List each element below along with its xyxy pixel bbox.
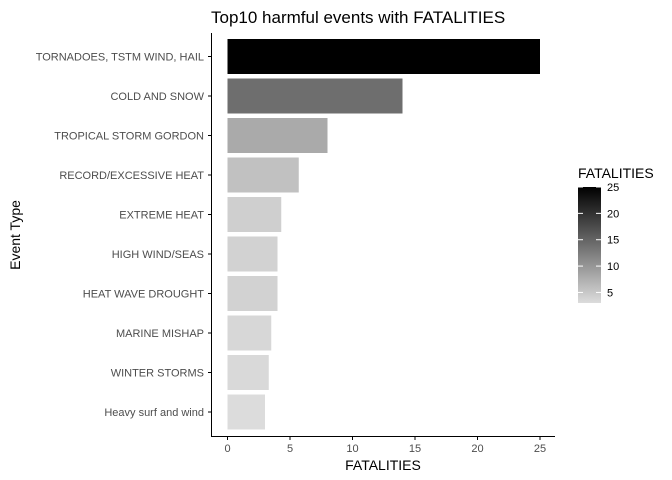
y-tick-label: TROPICAL STORM GORDON: [54, 131, 204, 143]
x-ticks-group: 0 5 10 15 20 25: [224, 436, 546, 455]
x-axis-label: FATALITIES: [345, 457, 421, 473]
legend-tick-label: 25: [607, 182, 619, 194]
bar: [227, 157, 299, 193]
bar: [227, 78, 403, 114]
x-tick-label: 10: [346, 443, 358, 455]
bar: [227, 236, 278, 272]
legend-title: FATALITIES: [578, 165, 654, 181]
x-tick-label: 25: [534, 443, 546, 455]
bars-group: [227, 39, 540, 430]
legend: FATALITIES 25 20 15 10 5: [578, 165, 654, 303]
y-axis-label: Event Type: [7, 200, 23, 270]
legend-tick-label: 15: [607, 235, 619, 247]
y-tick-label: HIGH WIND/SEAS: [112, 249, 204, 261]
bar: [227, 197, 282, 232]
chart-title: Top10 harmful events with FATALITIES: [211, 8, 505, 27]
bar: [227, 355, 269, 390]
x-tick-label: 5: [287, 443, 293, 455]
y-tick-label: Heavy surf and wind: [104, 407, 204, 419]
legend-tick-label: 10: [607, 261, 619, 273]
y-tick-label: HEAT WAVE DROUGHT: [83, 289, 204, 301]
bar: [227, 315, 272, 351]
bar: [227, 39, 540, 74]
bar: [227, 118, 328, 153]
x-tick-label: 15: [409, 443, 421, 455]
x-tick-label: 20: [471, 443, 483, 455]
legend-tick-label: 5: [607, 287, 613, 299]
y-ticks-group: TORNADOES, TSTM WIND, HAIL COLD AND SNOW T…: [36, 52, 211, 419]
y-tick-label: MARINE MISHAP: [116, 328, 204, 340]
y-tick-label: WINTER STORMS: [111, 368, 204, 380]
legend-ticks-group: 25 20 15 10 5: [578, 182, 619, 299]
legend-colorbar: [578, 187, 601, 303]
bar: [227, 394, 265, 430]
bar: [227, 276, 278, 311]
x-tick-label: 0: [224, 443, 230, 455]
y-tick-label: RECORD/EXCESSIVE HEAT: [59, 170, 204, 182]
y-tick-label: TORNADOES, TSTM WIND, HAIL: [36, 52, 204, 64]
y-tick-label: COLD AND SNOW: [110, 91, 204, 103]
y-tick-label: EXTREME HEAT: [119, 210, 204, 222]
legend-tick-label: 20: [607, 208, 619, 220]
